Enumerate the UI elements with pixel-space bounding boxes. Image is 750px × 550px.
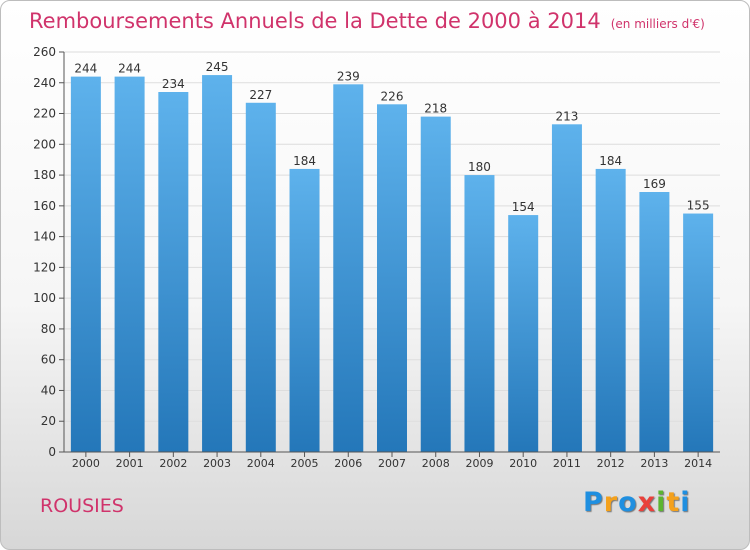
logo-letter: P [583,487,604,518]
y-tick-label: 120 [33,260,56,274]
x-tick-label: 2012 [597,457,625,470]
bar-2014 [683,213,714,452]
bar-2004 [245,102,276,453]
y-tick-label: 20 [41,414,56,428]
x-tick-label: 2009 [465,457,493,470]
x-tick-label: 2002 [159,457,187,470]
chart-title: Remboursements Annuels de la Dette de 20… [29,9,705,33]
bar-2013 [639,192,670,452]
y-tick-label: 220 [33,107,56,121]
chart-title-text: Remboursements Annuels de la Dette de 20… [29,9,601,33]
logo-letter: x [637,487,657,518]
y-tick-label: 80 [41,322,56,336]
bar-2005 [289,168,320,452]
logo-letter: o [618,487,638,518]
x-tick-label: 2014 [684,457,712,470]
logo-letter: i [680,487,691,518]
y-tick-label: 180 [33,168,56,182]
bar-2007 [377,104,407,453]
data-label: 213 [555,109,578,123]
x-tick-label: 2004 [247,457,275,470]
bar-2006 [333,84,364,453]
data-label: 184 [293,154,316,168]
bar-2011 [551,124,582,453]
data-label: 244 [74,62,97,76]
logo-letter: r [603,487,619,518]
bar-2003 [202,75,233,453]
data-label: 245 [206,60,229,74]
y-tick-label: 240 [33,76,56,90]
x-tick-label: 2005 [291,457,319,470]
y-tick-label: 0 [48,445,56,459]
data-label: 226 [381,89,404,103]
logo-letter: t [666,487,681,518]
proxiti-logo[interactable]: Proxiti [583,487,691,518]
bar-2002 [158,92,189,452]
x-tick-label: 2013 [640,457,668,470]
data-label: 239 [337,69,360,83]
bar-2010 [508,215,539,452]
bar-2012 [595,168,626,452]
data-label: 244 [118,62,141,76]
axes [59,51,720,457]
x-tick-label: 2010 [509,457,537,470]
x-tick-label: 2007 [378,457,406,470]
bars [70,75,714,453]
chart-unit: (en milliers d'€) [610,17,705,31]
y-tick-label: 200 [33,137,56,151]
data-label: 218 [424,102,447,116]
bar-2001 [114,76,145,452]
data-label: 184 [599,154,622,168]
data-label: 180 [468,160,491,174]
labels: 0 20 40 60 80 100 120 140 160 180 200 220 240 260 244 2… [33,45,712,470]
x-tick-label: 2001 [116,457,144,470]
y-tick-label: 260 [33,45,56,59]
y-tick-label: 40 [41,383,56,397]
bar-2000 [70,76,101,452]
x-tick-label: 2006 [334,457,362,470]
data-label: 154 [512,200,535,214]
x-tick-label: 2011 [553,457,581,470]
y-tick-label: 160 [33,199,56,213]
y-tick-label: 140 [33,230,56,244]
x-tick-label: 2000 [72,457,100,470]
x-tick-label: 2008 [422,457,450,470]
logo-letter: i [656,487,667,518]
data-label: 155 [687,199,710,213]
y-tick-label: 60 [41,353,56,367]
bar-2009 [464,175,495,453]
x-tick-label: 2003 [203,457,231,470]
commune-name: ROUSIES [40,495,124,517]
bar-2008 [420,116,451,452]
data-label: 169 [643,177,666,191]
data-label: 234 [162,77,185,91]
y-tick-label: 100 [33,291,56,305]
data-label: 227 [249,88,272,102]
